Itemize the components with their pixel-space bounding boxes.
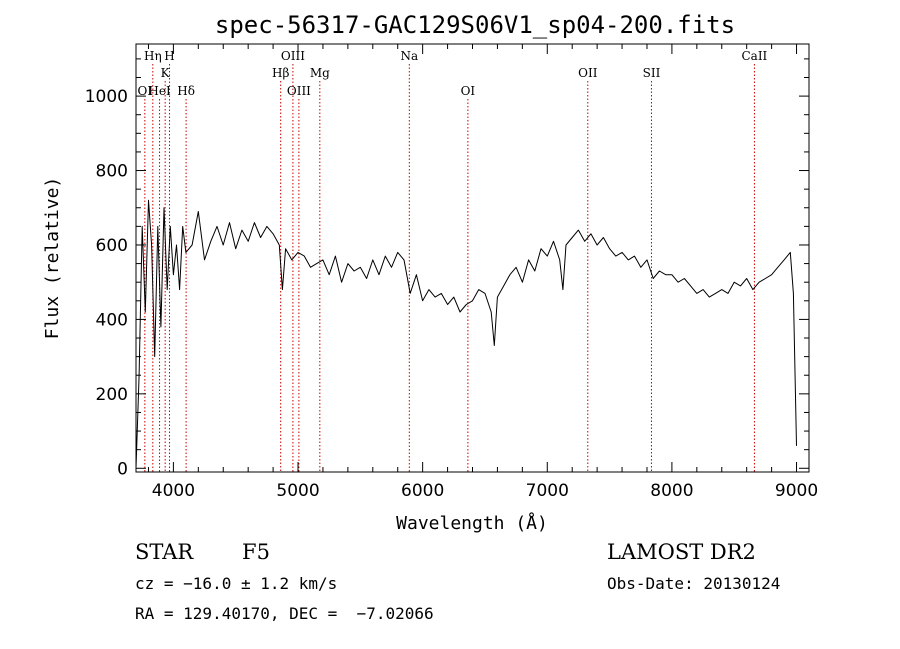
spectral-line-markers: [144, 64, 755, 472]
y-axis-label: Flux (relative): [42, 177, 63, 340]
object-subclass: F5: [242, 540, 270, 564]
x-tick-label-6000: 6000: [401, 481, 444, 501]
plot-frame: [135, 43, 810, 473]
spectral-line-label-12: OII: [578, 66, 598, 80]
y-tick-label-600: 600: [96, 236, 128, 256]
y-tick-label-1000: 1000: [85, 87, 128, 107]
spectral-line-label-0: OI: [138, 84, 153, 98]
x-tick-label-8000: 8000: [650, 481, 693, 501]
observation-date: Obs-Date: 20130124: [607, 574, 781, 593]
x-tick-label-9000: 9000: [775, 481, 818, 501]
y-tick-label-400: 400: [96, 310, 128, 330]
x-tick-label-5000: 5000: [276, 481, 319, 501]
x-axis-ticks: 4000 5000 6000 7000 8000 9000: [147, 44, 818, 501]
spectral-line-label-7: OIII: [281, 49, 305, 63]
spectrum-line: [135, 199, 797, 469]
spectral-line-label-5: Hδ: [177, 84, 195, 98]
spectral-line-label-2: Hη: [144, 49, 162, 63]
spectral-line-label-4: H: [164, 49, 174, 63]
x-tick-label-7000: 7000: [526, 481, 569, 501]
spectral-line-label-9: Mg: [310, 66, 330, 80]
spectral-line-label-6: Hβ: [272, 66, 289, 80]
spectral-line-label-10: Na: [400, 49, 418, 63]
object-class: STAR: [135, 540, 194, 564]
spectral-line-label-11: OI: [461, 84, 476, 98]
redshift-cz: cz = −16.0 ± 1.2 km/s: [135, 574, 338, 593]
spectral-line-label-14: CaII: [741, 49, 767, 63]
x-tick-label-4000: 4000: [152, 481, 195, 501]
y-tick-label-200: 200: [96, 385, 128, 405]
spectral-line-label-13: SII: [643, 66, 661, 80]
spectral-line-label-8: OIII: [287, 84, 311, 98]
y-axis-ticks: 0 200 400 600 800 1000: [85, 58, 809, 479]
spectral-line-label-1: HeI: [148, 84, 171, 98]
y-tick-label-0: 0: [117, 459, 128, 479]
coordinates: RA = 129.40170, DEC = −7.02066: [135, 604, 434, 623]
y-tick-label-800: 800: [96, 162, 128, 182]
spectral-line-label-3: K: [161, 66, 171, 80]
survey-name: LAMOST DR2: [607, 540, 756, 564]
x-axis-label: Wavelength (Å): [396, 512, 548, 534]
chart-title: spec-56317-GAC129S06V1_sp04-200.fits: [215, 11, 735, 39]
